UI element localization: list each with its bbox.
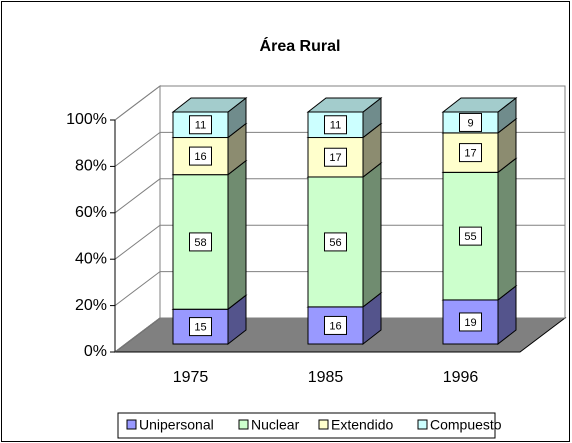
data-label-box [189, 115, 212, 135]
data-label: 9 [467, 117, 473, 129]
data-label-box [189, 317, 212, 337]
grid-line [114, 131, 565, 167]
data-label-box [189, 146, 212, 166]
y-tick-label: 60% [75, 204, 107, 221]
legend-label: Extendido [331, 417, 393, 433]
grid-line [114, 271, 565, 306]
grid-line [114, 85, 565, 121]
data-label: 11 [195, 120, 206, 132]
data-label-box [189, 232, 212, 252]
legend-box [117, 412, 496, 439]
legend-swatch [126, 419, 137, 430]
bar-top [441, 97, 518, 113]
grid-line [114, 317, 565, 353]
y-tick-label: 80% [75, 158, 107, 175]
y-tick-label: 100% [66, 111, 107, 128]
x-tick-label: 1996 [443, 369, 479, 386]
legend-swatch [238, 419, 249, 430]
x-tick-label: 1975 [173, 369, 209, 386]
chart-title: Área Rural [260, 36, 341, 55]
data-label-box [324, 147, 347, 167]
data-label-box [459, 312, 482, 332]
legend-label: Nuclear [251, 417, 300, 433]
data-label: 55 [464, 231, 476, 243]
legend-swatch [417, 419, 428, 430]
bar-top [171, 97, 248, 113]
data-label-box [459, 143, 482, 163]
data-label: 17 [464, 148, 476, 160]
bar-side [362, 161, 382, 308]
bar-side [497, 157, 517, 301]
data-label: 16 [194, 151, 206, 163]
data-label-box [324, 232, 347, 252]
grid-line [114, 178, 565, 214]
y-tick-label: 20% [75, 297, 107, 314]
data-label: 15 [194, 322, 206, 334]
grid-line [114, 224, 565, 260]
data-label-box [459, 226, 482, 246]
data-label: 16 [329, 320, 341, 332]
data-label: 19 [464, 317, 476, 329]
legend-label: Compuesto [430, 417, 502, 433]
data-label: 58 [194, 237, 206, 249]
side-wall [114, 84, 161, 354]
data-label-box [324, 115, 347, 135]
bar-side [227, 159, 247, 311]
data-label: 17 [329, 152, 341, 164]
data-label: 11 [330, 120, 341, 132]
legend-label: Unipersonal [139, 417, 214, 433]
bar-top [306, 97, 383, 113]
y-tick-label: 40% [75, 250, 107, 267]
x-tick-label: 1985 [308, 369, 344, 386]
data-label-box [324, 315, 347, 335]
data-label-box [459, 112, 482, 132]
y-tick-label: 0% [84, 343, 107, 360]
legend-swatch [318, 419, 329, 430]
data-label: 56 [329, 237, 341, 249]
